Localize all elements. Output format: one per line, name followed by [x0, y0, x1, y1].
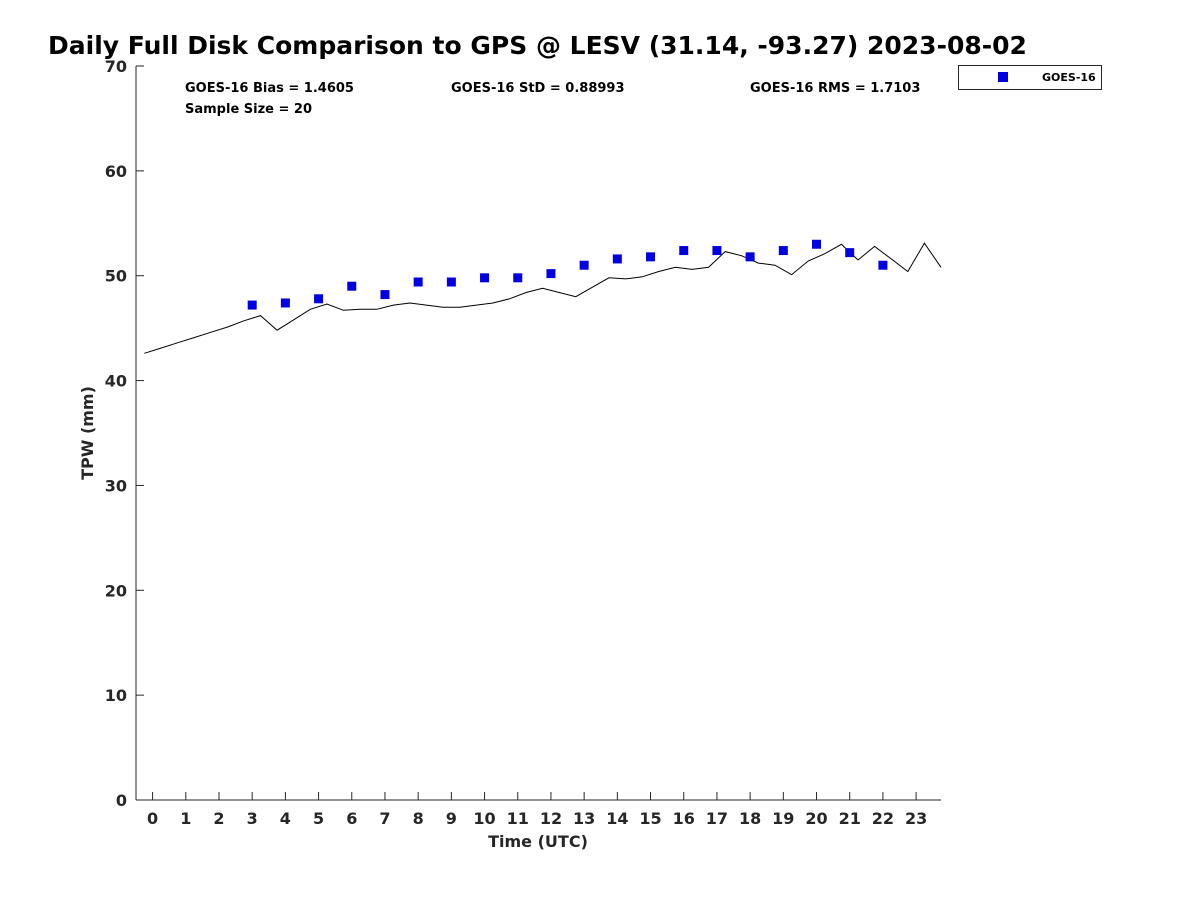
goes-16-point — [778, 246, 788, 256]
x-tick-label: 19 — [772, 809, 794, 828]
x-tick-label: 13 — [573, 809, 595, 828]
legend: GOES-16 — [958, 65, 1102, 90]
rms-stat: GOES-16 RMS = 1.7103 — [750, 81, 920, 96]
y-tick-label: 50 — [105, 267, 127, 286]
std-stat: GOES-16 StD = 0.88993 — [451, 81, 625, 96]
goes-16-point — [280, 298, 290, 308]
x-tick-label: 7 — [379, 809, 390, 828]
goes-16-point — [247, 300, 257, 310]
y-ticks: 0 10 20 30 40 50 60 70 — [105, 57, 144, 810]
x-tick-label: 11 — [507, 809, 529, 828]
x-tick-label: 8 — [413, 809, 424, 828]
goes-16-point — [314, 294, 324, 304]
y-tick-label: 70 — [105, 57, 127, 76]
x-tick-label: 15 — [639, 809, 661, 828]
x-ticks: 0 1 2 3 4 5 6 7 8 9 10 11 12 13 14 15 16 17 18 19 20 21 22 23 — [147, 792, 927, 828]
goes-16-point — [413, 277, 423, 287]
x-tick-label: 1 — [180, 809, 191, 828]
x-tick-label: 2 — [213, 809, 224, 828]
goes-16-point — [446, 277, 456, 287]
goes-16-point — [712, 246, 722, 256]
x-tick-label: 23 — [905, 809, 927, 828]
y-tick-label: 20 — [105, 581, 127, 600]
y-tick-label: 0 — [116, 791, 127, 810]
goes-16-point — [612, 254, 622, 264]
x-tick-label: 14 — [606, 809, 628, 828]
x-tick-label: 17 — [706, 809, 728, 828]
x-tick-label: 12 — [540, 809, 562, 828]
x-tick-label: 16 — [673, 809, 695, 828]
legend-marker-square — [998, 72, 1008, 82]
x-tick-label: 5 — [313, 809, 324, 828]
x-tick-label: 21 — [839, 809, 861, 828]
goes-16-point — [480, 273, 490, 283]
x-tick-label: 10 — [473, 809, 495, 828]
x-tick-label: 3 — [247, 809, 258, 828]
goes-16-point — [745, 252, 755, 262]
x-axis-label: Time (UTC) — [488, 832, 588, 851]
legend-label: GOES-16 — [1042, 71, 1096, 84]
chart-title: Daily Full Disk Comparison to GPS @ LESV… — [48, 31, 1027, 60]
goes-16-point — [845, 248, 855, 258]
y-tick-label: 40 — [105, 372, 127, 391]
bias-stat: GOES-16 Bias = 1.4605 — [185, 81, 354, 96]
goes-16-point — [646, 252, 656, 262]
axes — [135, 66, 941, 801]
goes-16-points — [247, 239, 888, 310]
x-tick-label: 6 — [346, 809, 357, 828]
x-tick-label: 4 — [280, 809, 291, 828]
y-tick-label: 60 — [105, 162, 127, 181]
goes-16-point — [347, 281, 357, 291]
goes-16-point — [546, 269, 556, 279]
sample-size-stat: Sample Size = 20 — [185, 102, 312, 117]
legend-box — [958, 65, 1102, 90]
gps-reference-line — [144, 242, 942, 354]
goes-16-point — [380, 290, 390, 300]
x-tick-label: 9 — [446, 809, 457, 828]
x-tick-label: 18 — [739, 809, 761, 828]
goes-16-point — [812, 239, 822, 249]
x-tick-label: 0 — [147, 809, 158, 828]
goes-16-point — [579, 260, 589, 270]
goes-16-point — [679, 246, 689, 256]
y-axis-label: TPW (mm) — [78, 386, 97, 480]
x-tick-label: 22 — [872, 809, 894, 828]
x-tick-label: 20 — [805, 809, 827, 828]
y-tick-label: 10 — [105, 686, 127, 705]
goes-16-point — [878, 260, 888, 270]
y-tick-label: 30 — [105, 476, 127, 495]
goes-16-point — [513, 273, 523, 283]
